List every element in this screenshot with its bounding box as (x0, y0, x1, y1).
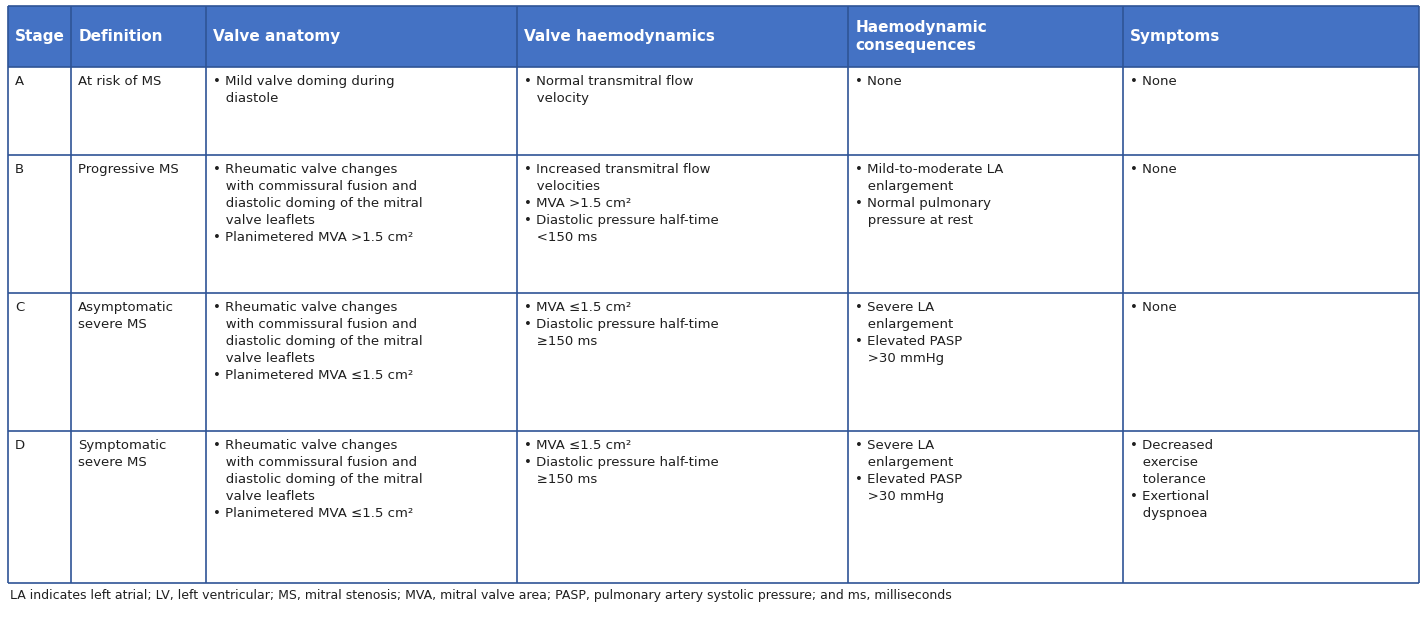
Text: Symptomatic
severe MS: Symptomatic severe MS (78, 439, 167, 469)
Text: • None: • None (1130, 75, 1177, 88)
Text: Stage: Stage (16, 29, 64, 44)
Text: LA indicates left atrial; LV, left ventricular; MS, mitral stenosis; MVA, mitral: LA indicates left atrial; LV, left ventr… (10, 589, 952, 602)
Bar (9, 431, 1418, 583)
Text: • MVA ≤1.5 cm²
• Diastolic pressure half-time
   ≥150 ms: • MVA ≤1.5 cm² • Diastolic pressure half… (524, 301, 719, 348)
Text: B: B (16, 163, 24, 176)
Text: Asymptomatic
severe MS: Asymptomatic severe MS (78, 301, 174, 331)
Text: A: A (16, 75, 24, 88)
Bar (9, 6, 1418, 67)
Text: Progressive MS: Progressive MS (78, 163, 178, 176)
Bar (9, 156, 1418, 293)
Text: Definition: Definition (78, 29, 163, 44)
Text: • None: • None (855, 75, 902, 88)
Text: • Mild valve doming during
   diastole: • Mild valve doming during diastole (213, 75, 394, 105)
Text: • Normal transmitral flow
   velocity: • Normal transmitral flow velocity (524, 75, 694, 105)
Bar (9, 293, 1418, 431)
Text: • Severe LA
   enlargement
• Elevated PASP
   >30 mmHg: • Severe LA enlargement • Elevated PASP … (855, 439, 963, 503)
Text: Haemodynamic
consequences: Haemodynamic consequences (855, 20, 987, 52)
Text: Symptoms: Symptoms (1130, 29, 1220, 44)
Text: • Severe LA
   enlargement
• Elevated PASP
   >30 mmHg: • Severe LA enlargement • Elevated PASP … (855, 301, 963, 365)
Text: • None: • None (1130, 301, 1177, 314)
Text: D: D (16, 439, 26, 452)
Text: • Decreased
   exercise
   tolerance
• Exertional
   dyspnoea: • Decreased exercise tolerance • Exertio… (1130, 439, 1213, 519)
Text: At risk of MS: At risk of MS (78, 75, 161, 88)
Text: C: C (16, 301, 24, 314)
Bar (9, 67, 1418, 156)
Text: • MVA ≤1.5 cm²
• Diastolic pressure half-time
   ≥150 ms: • MVA ≤1.5 cm² • Diastolic pressure half… (524, 439, 719, 486)
Text: • Rheumatic valve changes
   with commissural fusion and
   diastolic doming of : • Rheumatic valve changes with commissur… (213, 439, 422, 519)
Text: • Increased transmitral flow
   velocities
• MVA >1.5 cm²
• Diastolic pressure h: • Increased transmitral flow velocities … (524, 163, 719, 244)
Text: • None: • None (1130, 163, 1177, 176)
Text: Valve haemodynamics: Valve haemodynamics (524, 29, 715, 44)
Text: • Rheumatic valve changes
   with commissural fusion and
   diastolic doming of : • Rheumatic valve changes with commissur… (213, 301, 422, 382)
Text: Valve anatomy: Valve anatomy (213, 29, 340, 44)
Text: • Mild-to-moderate LA
   enlargement
• Normal pulmonary
   pressure at rest: • Mild-to-moderate LA enlargement • Norm… (855, 163, 1003, 228)
Text: • Rheumatic valve changes
   with commissural fusion and
   diastolic doming of : • Rheumatic valve changes with commissur… (213, 163, 422, 244)
